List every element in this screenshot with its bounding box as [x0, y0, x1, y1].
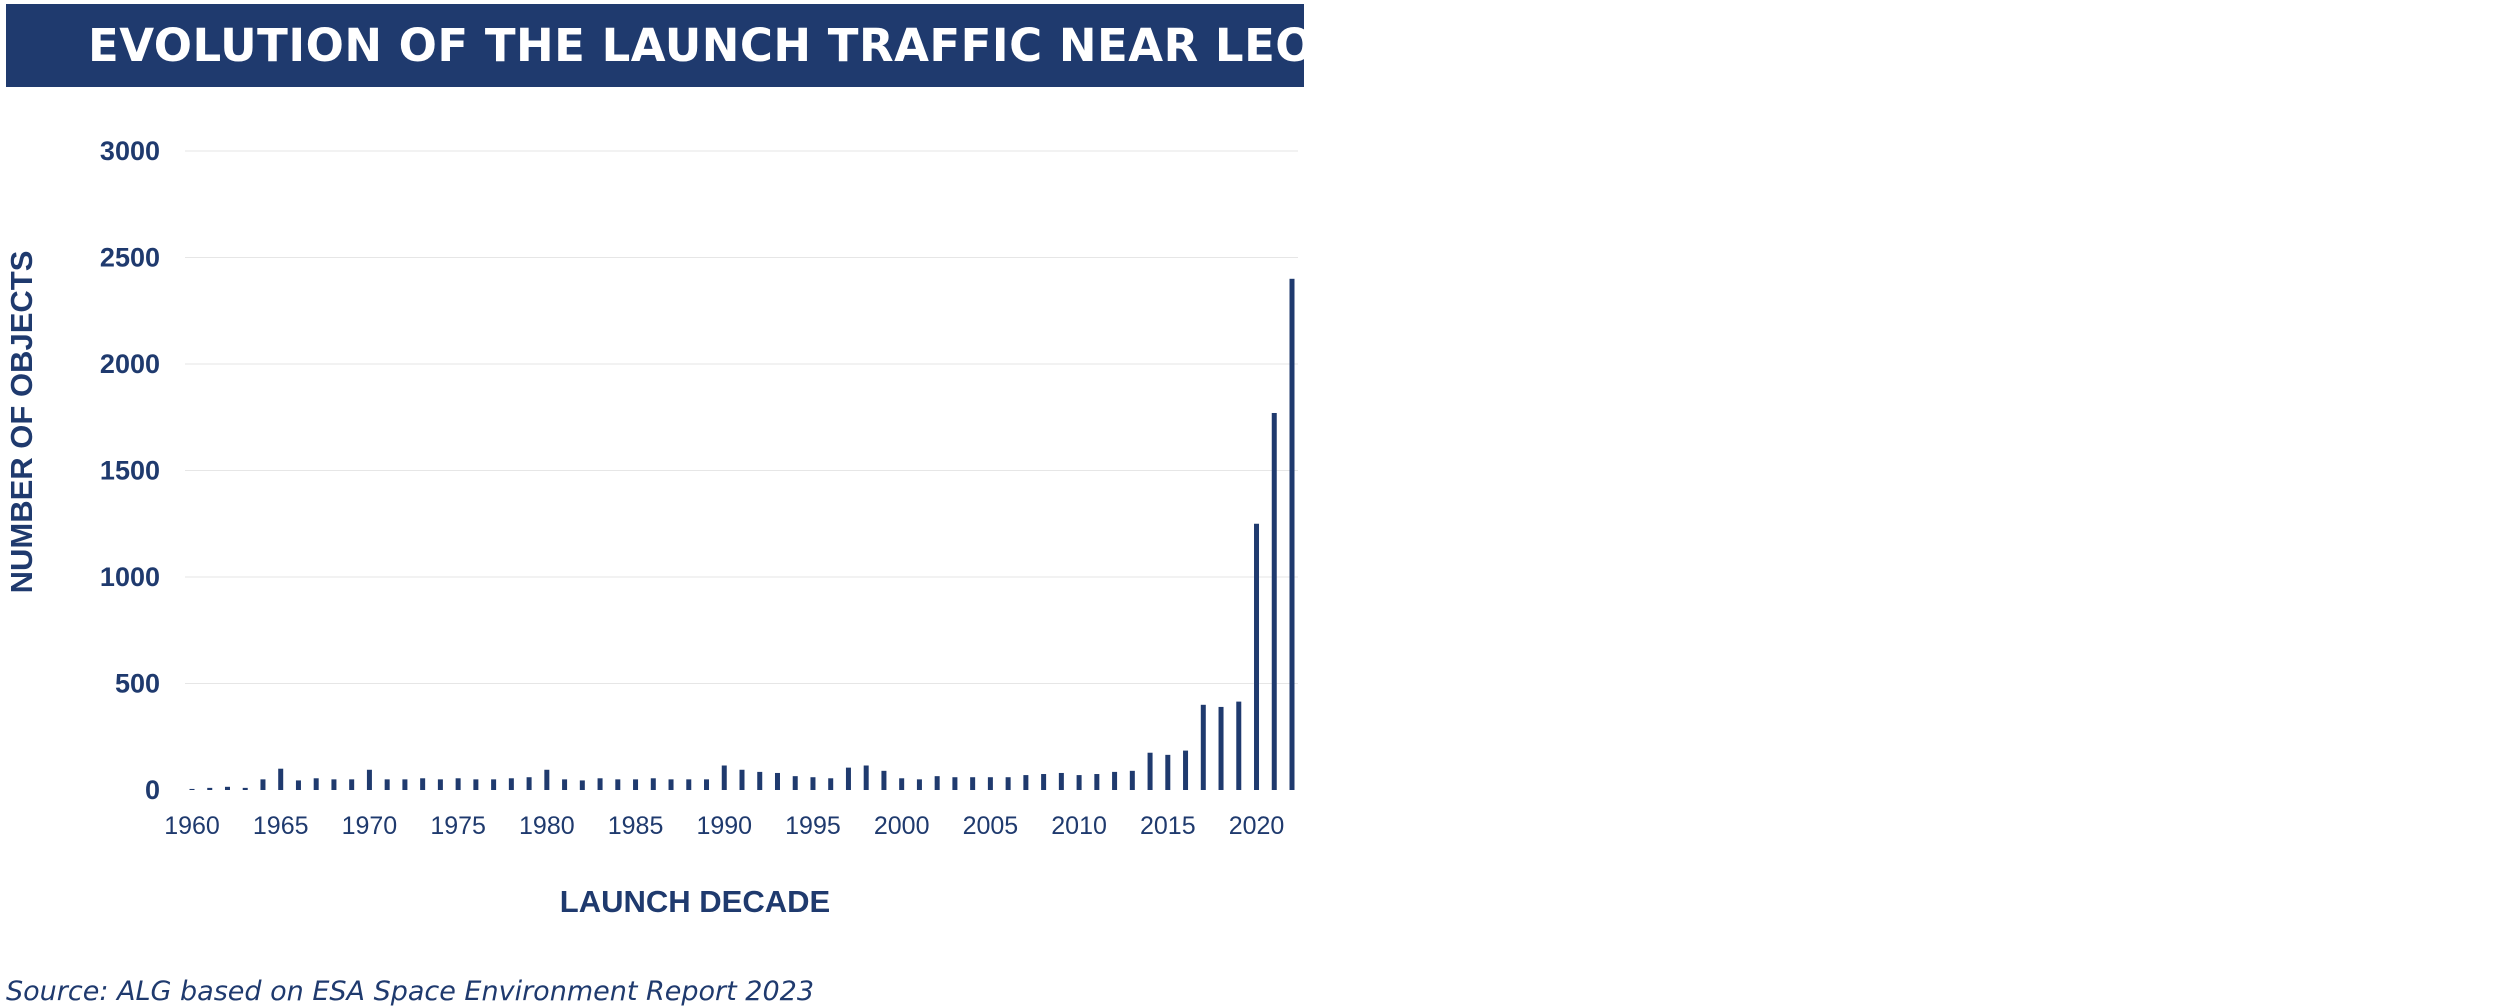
bar	[1271, 412, 1277, 790]
bar	[1289, 278, 1295, 790]
bar	[526, 777, 532, 790]
bar	[1058, 772, 1064, 790]
x-axis-title: LAUNCH DECADE	[560, 884, 830, 919]
bar	[508, 778, 514, 790]
x-tick-label: 2005	[963, 812, 1019, 840]
x-tick-label: 2015	[1140, 812, 1196, 840]
bar	[863, 765, 869, 790]
y-tick-label: 1500	[100, 456, 160, 486]
y-tick-label: 0	[145, 775, 160, 805]
bar	[366, 769, 372, 790]
bar	[349, 779, 355, 790]
bar	[278, 768, 284, 790]
bar	[207, 787, 213, 790]
bar	[224, 786, 230, 790]
bar	[597, 778, 603, 790]
bar	[420, 778, 426, 790]
y-axis-title: NUMBER OF OBJECTS	[4, 251, 39, 594]
bar	[473, 779, 479, 790]
title-banner: EVOLUTION OF THE LAUNCH TRAFFIC NEAR LEO	[6, 4, 1314, 87]
bar	[792, 776, 798, 790]
bar	[704, 779, 710, 790]
bar	[934, 776, 940, 790]
x-tick-label: 1960	[164, 812, 220, 840]
bar	[952, 777, 958, 790]
bar	[384, 779, 390, 790]
y-tick-label: 1000	[100, 562, 160, 592]
bar	[1200, 704, 1206, 790]
y-tick-label: 2500	[100, 243, 160, 273]
bar	[242, 787, 248, 790]
x-tick-label: 1995	[785, 812, 841, 840]
bar	[633, 779, 639, 790]
x-tick-label: 1975	[430, 812, 486, 840]
bar	[437, 779, 443, 790]
y-tick-label: 2000	[100, 349, 160, 379]
chart-title: EVOLUTION OF THE LAUNCH TRAFFIC NEAR LEO	[88, 19, 1315, 72]
bar	[668, 779, 674, 790]
bar	[881, 770, 887, 790]
bar	[1094, 774, 1100, 790]
bar	[1236, 701, 1242, 790]
bar	[828, 778, 834, 790]
bar	[1254, 523, 1260, 790]
x-tick-label: 1990	[696, 812, 752, 840]
bar	[1005, 777, 1011, 790]
y-tick-label: 3000	[100, 136, 160, 166]
bar	[1112, 771, 1118, 790]
bar	[1129, 770, 1135, 790]
bar	[544, 769, 550, 790]
bar	[1218, 706, 1224, 790]
bar	[1076, 775, 1082, 790]
bar	[970, 777, 976, 790]
bar	[331, 779, 337, 790]
x-tick-label: 2000	[874, 812, 930, 840]
bar	[721, 765, 727, 790]
bar	[402, 779, 408, 790]
bar	[491, 779, 497, 790]
x-tick-label: 1985	[608, 812, 664, 840]
x-tick-label: 1965	[253, 812, 309, 840]
source-note: Source: ALG based on ESA Space Environme…	[6, 976, 815, 1007]
bar	[295, 780, 301, 790]
bar	[313, 778, 319, 790]
bar	[774, 772, 780, 790]
bar	[455, 778, 461, 790]
x-tick-label: 2010	[1051, 812, 1107, 840]
bar	[1183, 750, 1189, 790]
bar	[810, 777, 816, 790]
bar	[739, 769, 745, 790]
bar	[1147, 752, 1153, 790]
x-tick-label: 1970	[342, 812, 398, 840]
bar	[686, 779, 692, 790]
bar	[615, 779, 621, 790]
bar	[562, 779, 568, 790]
x-tick-label: 2020	[1229, 812, 1285, 840]
bar	[899, 778, 905, 790]
bar	[757, 771, 763, 790]
bar	[579, 780, 585, 790]
bar	[845, 767, 851, 790]
bar	[1023, 775, 1029, 790]
bar	[189, 788, 195, 790]
bar	[987, 777, 993, 790]
bar	[916, 779, 922, 790]
bar	[650, 778, 656, 790]
bar	[260, 779, 266, 790]
x-tick-label: 1980	[519, 812, 575, 840]
bar	[1165, 754, 1171, 790]
bar	[1041, 774, 1047, 790]
y-tick-label: 500	[115, 669, 160, 699]
